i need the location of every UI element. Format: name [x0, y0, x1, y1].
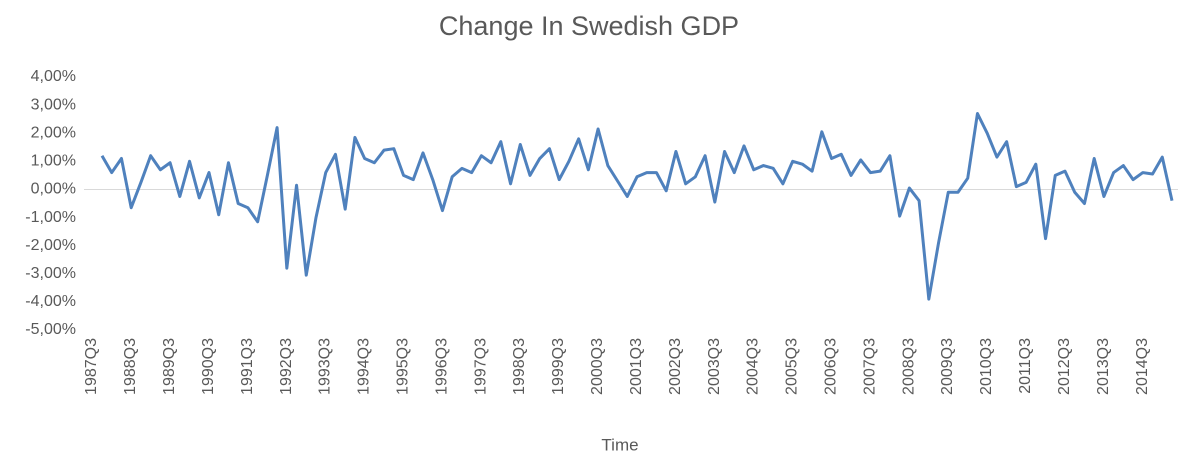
- x-tick-label: 1990Q3: [200, 338, 217, 395]
- x-tick-label: 2014Q3: [1134, 338, 1151, 395]
- x-tick-label: 1993Q3: [317, 338, 334, 395]
- x-tick-label: 2002Q3: [667, 338, 684, 395]
- x-tick-label: 2012Q3: [1056, 338, 1073, 395]
- y-tick-label: -2,00%: [25, 237, 76, 254]
- x-tick-label: 1992Q3: [278, 338, 295, 395]
- x-tick-label: 1995Q3: [394, 338, 411, 395]
- data-line: [100, 112, 1174, 301]
- y-tick-label: 3,00%: [31, 96, 76, 113]
- y-tick-label: -1,00%: [25, 209, 76, 226]
- x-tick-label: 1991Q3: [239, 338, 256, 395]
- y-tick-label: -3,00%: [25, 265, 76, 282]
- y-tick-label: -4,00%: [25, 293, 76, 310]
- x-tick-label: 1996Q3: [433, 338, 450, 395]
- x-tick-label: 2004Q3: [745, 338, 762, 395]
- x-tick-label: 2007Q3: [861, 338, 878, 395]
- y-tick-label: 1,00%: [31, 153, 76, 170]
- x-tick-label: 2011Q3: [1017, 338, 1034, 394]
- x-tick-label: 1987Q3: [83, 338, 100, 395]
- y-tick-label: 2,00%: [31, 124, 76, 141]
- x-tick-label: 2009Q3: [939, 338, 956, 395]
- y-tick-label: 0,00%: [31, 181, 76, 198]
- x-tick-label: 2013Q3: [1095, 338, 1112, 395]
- x-tick-label: 2010Q3: [978, 338, 995, 395]
- x-axis-label: Time: [601, 435, 638, 454]
- x-tick-label: 2000Q3: [589, 338, 606, 395]
- x-tick-label: 2003Q3: [706, 338, 723, 395]
- x-tick-label: 2001Q3: [628, 338, 645, 395]
- x-tick-label: 1994Q3: [356, 338, 373, 395]
- chart-title: Change In Swedish GDP: [439, 11, 739, 41]
- x-tick-label: 1997Q3: [472, 338, 489, 395]
- x-tick-label: 1999Q3: [550, 338, 567, 395]
- y-tick-label: 4,00%: [31, 68, 76, 85]
- y-tick-label: -5,00%: [25, 321, 76, 338]
- x-tick-label: 2008Q3: [900, 338, 917, 395]
- x-tick-label: 1998Q3: [511, 338, 528, 395]
- x-tick-label: 1988Q3: [122, 338, 139, 395]
- x-tick-label: 2006Q3: [822, 338, 839, 395]
- x-tick-label: 2005Q3: [784, 338, 801, 395]
- x-tick-label: 1989Q3: [161, 338, 178, 395]
